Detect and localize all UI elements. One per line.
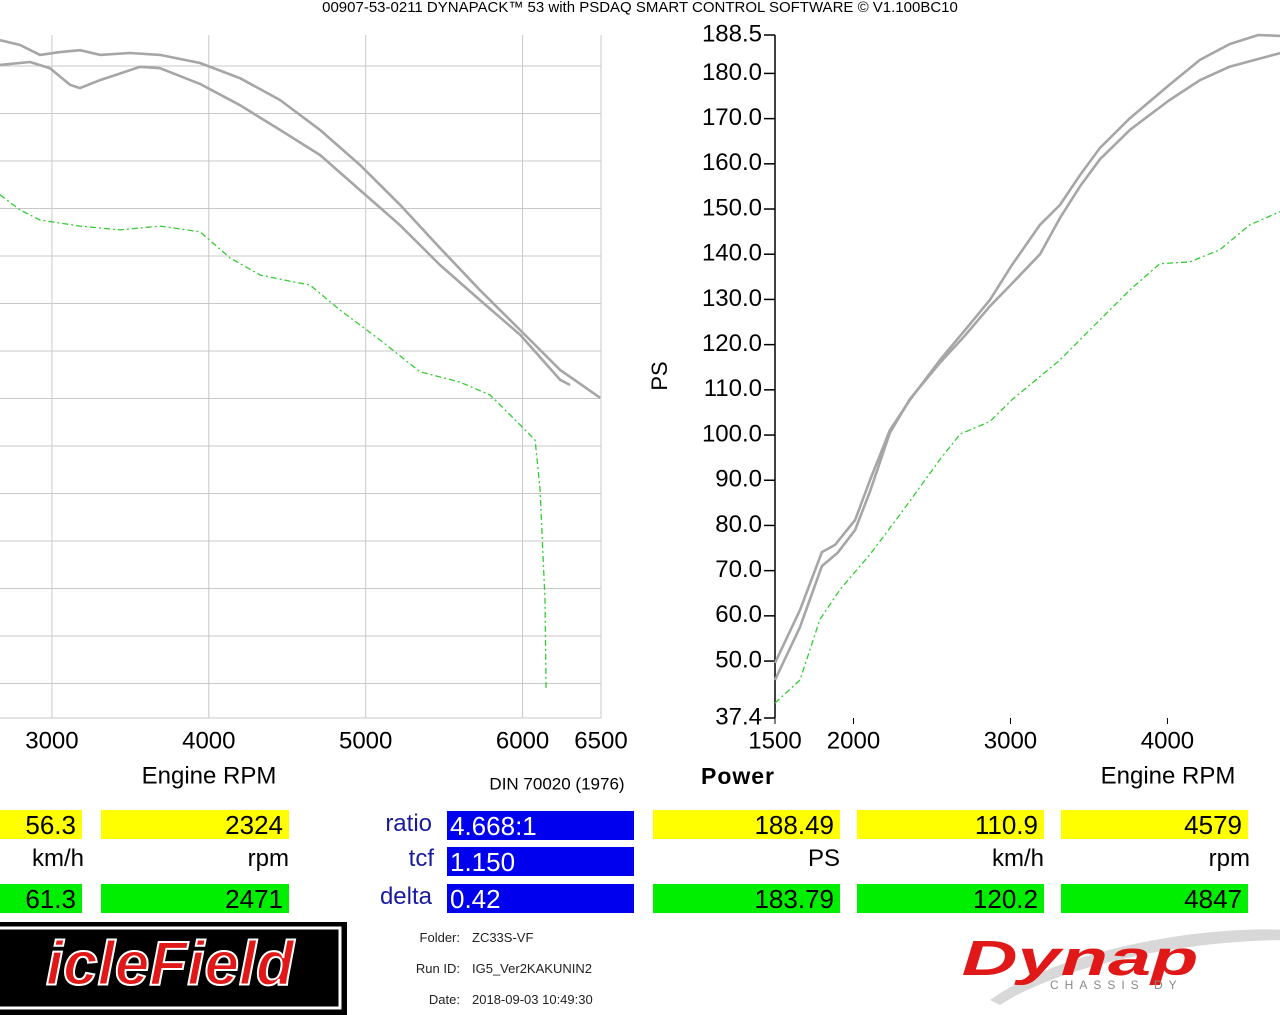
readout: 120.2: [857, 884, 1044, 914]
info-label: Date:: [428, 992, 460, 1007]
x-tick-label: 3000: [984, 727, 1037, 754]
logo-subtext: CHASSIS DY: [1050, 978, 1183, 992]
logo-text: icleField: [46, 929, 295, 998]
data-line: [773, 51, 1280, 681]
info-label: Run ID:: [415, 961, 460, 976]
param-value: 4.668:1: [447, 811, 634, 841]
y-tick-label: 110.0: [704, 375, 762, 402]
x-tick-label: 6000: [496, 727, 549, 754]
y-tick-label: 70.0: [715, 556, 762, 583]
info-label: Folder:: [419, 930, 460, 945]
y-tick-label: 160.0: [702, 149, 762, 176]
unit-label: PS: [807, 845, 840, 872]
header: 00907-53-0211 DYNAPACK™ 53 with PSDAQ SM…: [322, 0, 958, 16]
y-tick-label: 170.0: [702, 104, 762, 131]
x-tick-label: 3000: [25, 727, 78, 754]
chart-title: Power: [701, 763, 775, 789]
x-axis-label: Engine RPM: [142, 762, 277, 789]
y-tick-label: 180.0: [702, 59, 762, 86]
data-line: [0, 60, 571, 387]
y-tick-label: 150.0: [702, 194, 762, 221]
y-tick-label: 188.5: [702, 20, 762, 47]
x-tick-label: 4000: [182, 727, 235, 754]
readout: 188.49: [653, 810, 840, 840]
y-tick-label: 140.0: [702, 240, 762, 267]
unit-label: rpm: [1208, 845, 1250, 872]
readout: 2324: [101, 810, 289, 840]
y-tick-label: 130.0: [702, 285, 762, 312]
unit-label: km/h: [31, 845, 84, 872]
data-line: [774, 211, 1280, 704]
unit-label: rpm: [247, 845, 289, 872]
logo-swoosh: [990, 929, 1280, 1005]
y-tick-label: 120.0: [702, 330, 762, 357]
param-label: tcf: [408, 845, 434, 872]
readout: 4579: [1061, 810, 1248, 840]
param-value: 1.150: [447, 847, 634, 877]
info-value: ZC33S-VF: [472, 930, 534, 945]
readout: 2471: [101, 884, 289, 914]
y-tick-label: 100.0: [702, 420, 762, 447]
info-value: 2018-09-03 10:49:30: [472, 992, 593, 1007]
data-line: [0, 194, 547, 691]
x-tick-label: 1500: [748, 727, 801, 754]
x-tick-label: 6500: [574, 727, 627, 754]
logo-text: Dynap: [962, 930, 1199, 986]
param-label: delta: [379, 883, 432, 910]
x-axis-label: Engine RPM: [1101, 762, 1236, 789]
readout: 183.79: [653, 884, 840, 914]
y-tick-label: 80.0: [715, 511, 762, 538]
y-tick-label: 90.0: [715, 466, 762, 493]
logo-border: [0, 926, 342, 1010]
param-label: ratio: [385, 810, 432, 837]
param-value: 0.42: [447, 884, 634, 914]
x-tick-label: 5000: [339, 727, 392, 754]
standard-note: DIN 70020 (1976): [489, 774, 624, 793]
readout: 4847: [1061, 884, 1248, 914]
y-tick-label: 60.0: [715, 601, 762, 628]
y-tick-label: 37.4: [715, 703, 762, 730]
readout: 56.3: [0, 810, 82, 840]
x-tick-label: 4000: [1141, 727, 1194, 754]
logo-frame: [0, 922, 347, 1015]
y-axis-label: PS: [647, 361, 672, 390]
x-tick-label: 2000: [827, 727, 880, 754]
data-line: [0, 38, 601, 399]
y-tick-label: 50.0: [715, 646, 762, 673]
unit-label: km/h: [991, 845, 1044, 872]
data-line: [773, 33, 1280, 664]
readout: 61.3: [0, 884, 82, 914]
info-value: IG5_Ver2KAKUNIN2: [472, 961, 592, 976]
readout: 110.9: [857, 810, 1044, 840]
